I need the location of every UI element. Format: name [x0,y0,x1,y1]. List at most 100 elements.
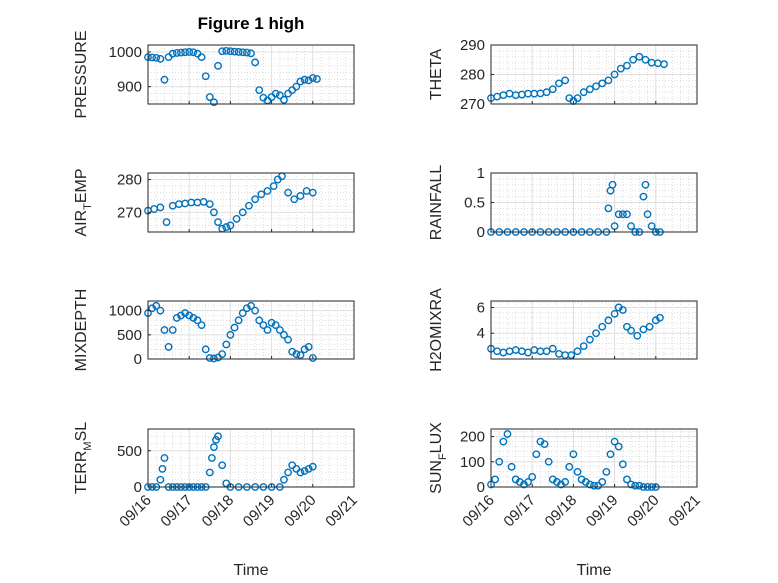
x-axis-label-left: Time [234,562,269,579]
data-point [271,321,280,330]
data-point [616,64,625,73]
data-point [300,467,309,475]
data-point [308,354,317,362]
data-point [168,326,177,334]
data-point [660,60,668,69]
data-point [524,478,532,486]
data-point [238,208,247,217]
data-point [189,48,198,57]
data-point [542,347,551,356]
data-point [160,454,169,462]
data-point [633,331,642,340]
figure-title: Figure 1 high [198,14,305,33]
data-point [610,70,619,79]
x-axis-label-right: Time [577,562,612,579]
data-point [639,192,648,201]
data-point [308,462,317,471]
data-point [627,326,635,335]
data-point [207,454,216,462]
y-tick-label: 100 [460,454,485,471]
y-axis-label: PRESSURE [73,30,90,118]
subplot-6: 4 6 H2OMIXRA [428,288,698,372]
data-point [296,192,305,200]
data-point [251,306,260,315]
data-point [635,52,644,61]
data-point [495,457,504,466]
data-point [639,325,648,334]
data-point [242,48,251,57]
data-point [214,61,222,70]
data-point [542,88,551,97]
y-tick-label: 500 [117,443,142,460]
data-point [210,208,218,217]
axes-box [147,428,355,488]
data-point [561,76,570,85]
axes-box [490,428,698,488]
data-point [214,218,222,227]
data-point [226,221,235,230]
subplot-4: 0 0.5 1 RAINFALL [428,165,698,241]
data-point [156,306,165,315]
data-point [156,203,165,212]
data-point [230,323,239,332]
data-point [631,481,640,490]
data-point [499,437,508,446]
data-point [304,464,313,473]
x-tick-label: 09/21 [322,492,361,531]
data-point [251,58,260,67]
data-point [247,301,255,310]
data-point [181,48,189,57]
data-point [290,195,299,204]
data-point [296,468,305,477]
x-tick-label: 09/19 [583,492,622,531]
subplot-5: 0 500 1000 MIXDEPTH [73,289,355,371]
y-tick-label: 900 [117,79,142,96]
y-axis-label: THETA [428,49,445,101]
x-tick-label: 09/18 [542,492,581,531]
y-tick-label: 0.5 [464,195,485,212]
data-point [592,82,600,91]
data-point [263,326,272,334]
subplot-8: 0 100 200 09/16 09/17 09/18 09/19 09/20 09/21 SUN… [428,422,704,531]
data-point [524,348,532,357]
data-point [205,93,214,101]
y-tick-label: 500 [117,327,142,344]
axes-box [147,172,355,233]
data-point [275,326,284,334]
data-point [610,437,619,446]
data-point [197,53,206,62]
y-tick-label: 1 [477,165,485,182]
data-point [579,88,588,97]
data-point [205,354,214,362]
data-point [234,316,243,325]
data-point [569,450,578,459]
data-point [555,79,563,88]
data-point [579,342,588,351]
data-point [573,347,582,356]
data-point [602,467,611,476]
data-point [548,85,557,94]
data-point [280,475,288,484]
data-point [629,55,638,64]
data-point [618,210,627,219]
data-point [590,481,598,490]
data-point [296,77,305,86]
data-point [164,343,173,351]
data-point [614,210,623,219]
x-tick-label: 09/21 [665,492,704,531]
y-axis-label: RAINFALL [428,165,445,241]
data-point [263,187,272,195]
data-point [304,343,313,351]
data-point [507,462,516,471]
data-point [205,468,214,477]
data-point [193,316,202,325]
data-point [635,481,644,490]
x-tick-label: 09/18 [199,492,238,531]
axes-box [147,44,355,105]
data-point [567,351,576,360]
data-point [503,430,512,438]
data-point [156,475,165,484]
data-point [647,222,656,231]
data-point [614,442,623,451]
data-point [296,351,305,360]
